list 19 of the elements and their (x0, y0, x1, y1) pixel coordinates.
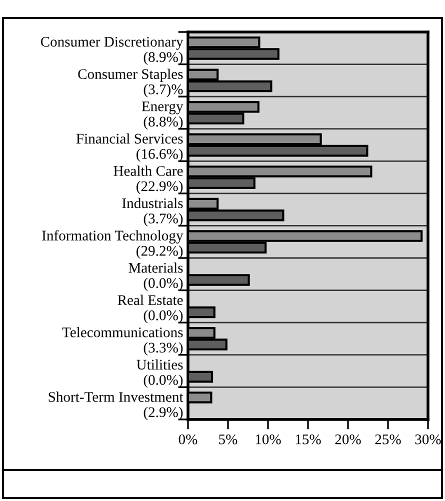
x-tick-label: 25% (375, 434, 401, 444)
y-tick-label: Short-Term Investment (2.9%) (48, 392, 184, 420)
y-tick-label: Materials (0.0%) (128, 262, 183, 291)
y-tick-label: Utilities (0.0%) (136, 359, 183, 388)
x-tick-label: 15% (296, 434, 321, 444)
x-tick-label: 5% (219, 434, 238, 444)
y-tick-label: Financial Services (16.6%) (76, 133, 183, 162)
y-tick-label: Information Technology (29.2%) (42, 230, 184, 259)
y-tick-label: Health Care (22.9%) (114, 166, 183, 194)
x-tick-label: 30% (415, 434, 441, 444)
y-tick-label: Energy (8.8%) (142, 102, 184, 130)
y-tick-label: Industrials (3.7%) (122, 198, 183, 226)
y-tick-label: Real Estate (0.0%) (118, 294, 183, 324)
x-tick-label: 20% (335, 434, 361, 444)
y-tick-label: Consumer Staples (3.7)% (78, 68, 183, 98)
y-tick-label: Consumer Discretionary (8.9%) (40, 36, 184, 65)
x-tick-label: 10% (256, 434, 281, 444)
x-tick-label: 0% (178, 434, 198, 444)
y-tick-label: Telecommunications (3.3%) (62, 327, 183, 356)
